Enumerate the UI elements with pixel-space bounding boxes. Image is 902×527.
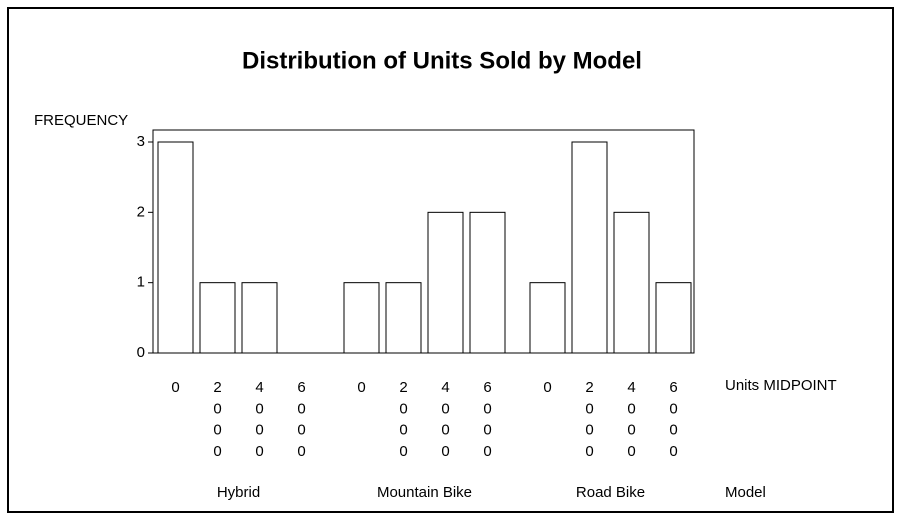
group-label: Hybrid — [217, 484, 260, 501]
y-tick-label: 2 — [137, 203, 145, 220]
group-label: Road Bike — [576, 484, 645, 501]
bar — [655, 282, 692, 354]
bar — [199, 282, 236, 354]
x-tick-label: 0 — [171, 379, 179, 396]
bar — [385, 282, 422, 354]
bar — [241, 282, 278, 354]
bar — [157, 141, 194, 354]
x-axis-label: Units MIDPOINT — [725, 377, 837, 394]
bar — [469, 211, 506, 354]
bar — [529, 282, 566, 354]
x-tick-label: 0 — [357, 379, 365, 396]
bar — [343, 282, 380, 354]
y-axis-label: FREQUENCY — [34, 112, 128, 129]
y-tick-label: 3 — [137, 133, 145, 150]
bar — [613, 211, 650, 354]
group-axis-label: Model — [725, 484, 766, 501]
y-tick-label: 1 — [137, 274, 145, 291]
group-label: Mountain Bike — [377, 484, 472, 501]
x-tick-label: 0 — [543, 379, 551, 396]
bar — [571, 141, 608, 354]
plot-frame — [152, 129, 695, 354]
chart-title: Distribution of Units Sold by Model — [242, 47, 642, 74]
bar — [427, 211, 464, 354]
y-tick-label: 0 — [137, 344, 145, 361]
